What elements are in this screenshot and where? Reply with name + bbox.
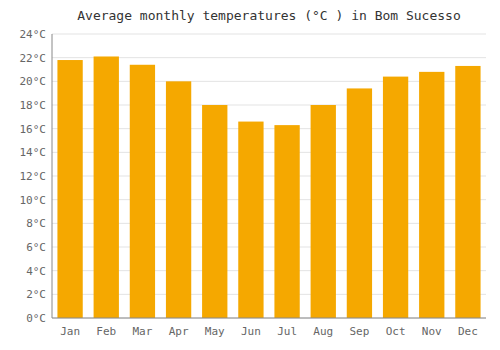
y-tick-label: 20°C xyxy=(20,75,47,88)
x-tick-label: Dec xyxy=(458,325,478,338)
x-tick-label: Jan xyxy=(60,325,80,338)
x-tick-label: May xyxy=(205,325,225,338)
bar xyxy=(130,65,155,318)
chart: Average monthly temperatures (°C ) in Bo… xyxy=(0,0,500,350)
bar xyxy=(455,66,480,318)
bar xyxy=(238,122,263,318)
y-tick-label: 16°C xyxy=(20,123,47,136)
y-tick-label: 2°C xyxy=(26,288,46,301)
y-tick-label: 24°C xyxy=(20,28,47,41)
y-tick-label: 14°C xyxy=(20,146,47,159)
bar xyxy=(274,125,299,318)
y-axis: 0°C 2°C 4°C 6°C 8°C 10°C 12°C 14°C 16°C 18°C 20°C 2… xyxy=(20,28,487,325)
x-tick-label: Feb xyxy=(96,325,116,338)
bar xyxy=(311,105,336,318)
x-tick-label: Apr xyxy=(169,325,189,338)
x-tick-label: Jul xyxy=(277,325,297,338)
y-tick-label: 22°C xyxy=(20,52,47,65)
x-tick-label: Oct xyxy=(386,325,406,338)
bar xyxy=(94,56,119,318)
bars xyxy=(57,56,480,318)
x-tick-label: Sep xyxy=(349,325,369,338)
y-axis-line xyxy=(52,34,53,318)
chart-container: Average monthly temperatures (°C ) in Bo… xyxy=(0,0,500,350)
x-axis-line xyxy=(52,318,486,319)
y-tick-label: 0°C xyxy=(26,312,46,325)
x-tick-label: Mar xyxy=(132,325,152,338)
y-tick-label: 4°C xyxy=(26,265,46,278)
grid-line xyxy=(52,318,486,319)
bar xyxy=(383,77,408,318)
x-axis: Jan Feb Mar Apr May Jun Jul Aug Sep Oct Nov Dec xyxy=(60,325,478,338)
y-tick-label: 8°C xyxy=(26,217,46,230)
x-tick-label: Nov xyxy=(422,325,442,338)
y-tick-label: 12°C xyxy=(20,170,47,183)
bar xyxy=(202,105,227,318)
bar xyxy=(166,81,191,318)
x-tick-label: Aug xyxy=(313,325,333,338)
y-tick-label: 18°C xyxy=(20,99,47,112)
x-tick-label: Jun xyxy=(241,325,261,338)
y-tick-label: 10°C xyxy=(20,194,47,207)
grid-line xyxy=(52,34,486,35)
y-tick-label: 6°C xyxy=(26,241,46,254)
bar xyxy=(57,60,82,318)
bar xyxy=(347,88,372,318)
title: Average monthly temperatures (°C ) in Bo… xyxy=(77,8,461,23)
bar xyxy=(419,72,444,318)
